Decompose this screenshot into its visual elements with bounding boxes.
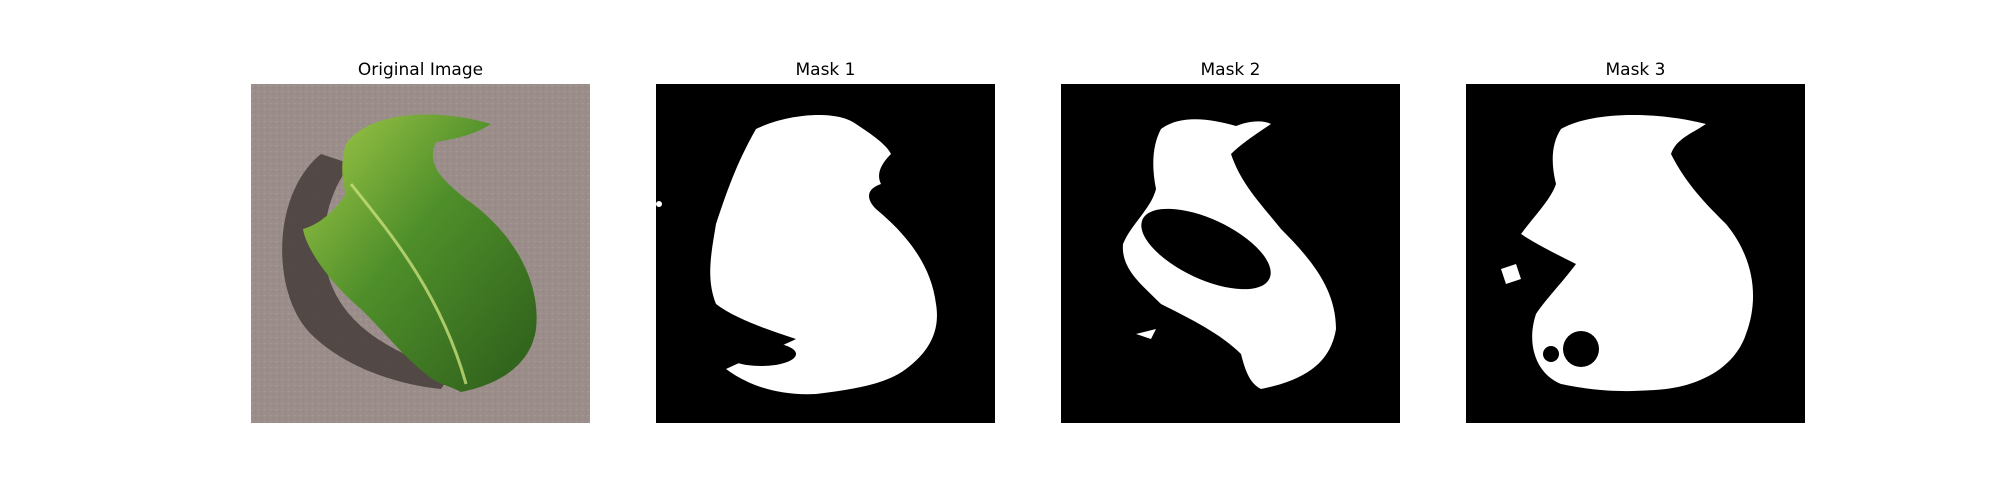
mask-1-hole xyxy=(726,342,796,366)
mask-3-image xyxy=(1466,84,1805,423)
panel-title: Mask 1 xyxy=(795,60,856,80)
mask-1-speck xyxy=(656,201,662,207)
panel-mask-2: Mask 2 xyxy=(1061,56,1400,423)
panel-mask-1: Mask 1 xyxy=(656,56,995,423)
mask-3-hole-a xyxy=(1563,331,1599,367)
panel-title: Mask 3 xyxy=(1605,60,1666,80)
mask-2-speck xyxy=(1136,329,1156,339)
leaf-midrib xyxy=(349,183,468,385)
mask-2-image xyxy=(1061,84,1400,423)
mask-1-image xyxy=(656,84,995,423)
panel-mask-3: Mask 3 xyxy=(1466,56,1805,423)
mask-3-hole-b xyxy=(1543,346,1559,362)
leaf-shadow xyxy=(282,154,451,389)
leaf-shape xyxy=(303,114,537,392)
panel-title: Original Image xyxy=(357,60,484,80)
original-leaf-photo xyxy=(251,84,590,423)
panel-title: Mask 2 xyxy=(1200,60,1261,80)
mask-3-region xyxy=(1521,114,1754,392)
mask-2-hole xyxy=(1141,208,1271,290)
mask-1-region xyxy=(710,114,937,395)
panel-original-image: Original Image xyxy=(251,56,590,423)
mask-3-speck xyxy=(1501,264,1521,284)
